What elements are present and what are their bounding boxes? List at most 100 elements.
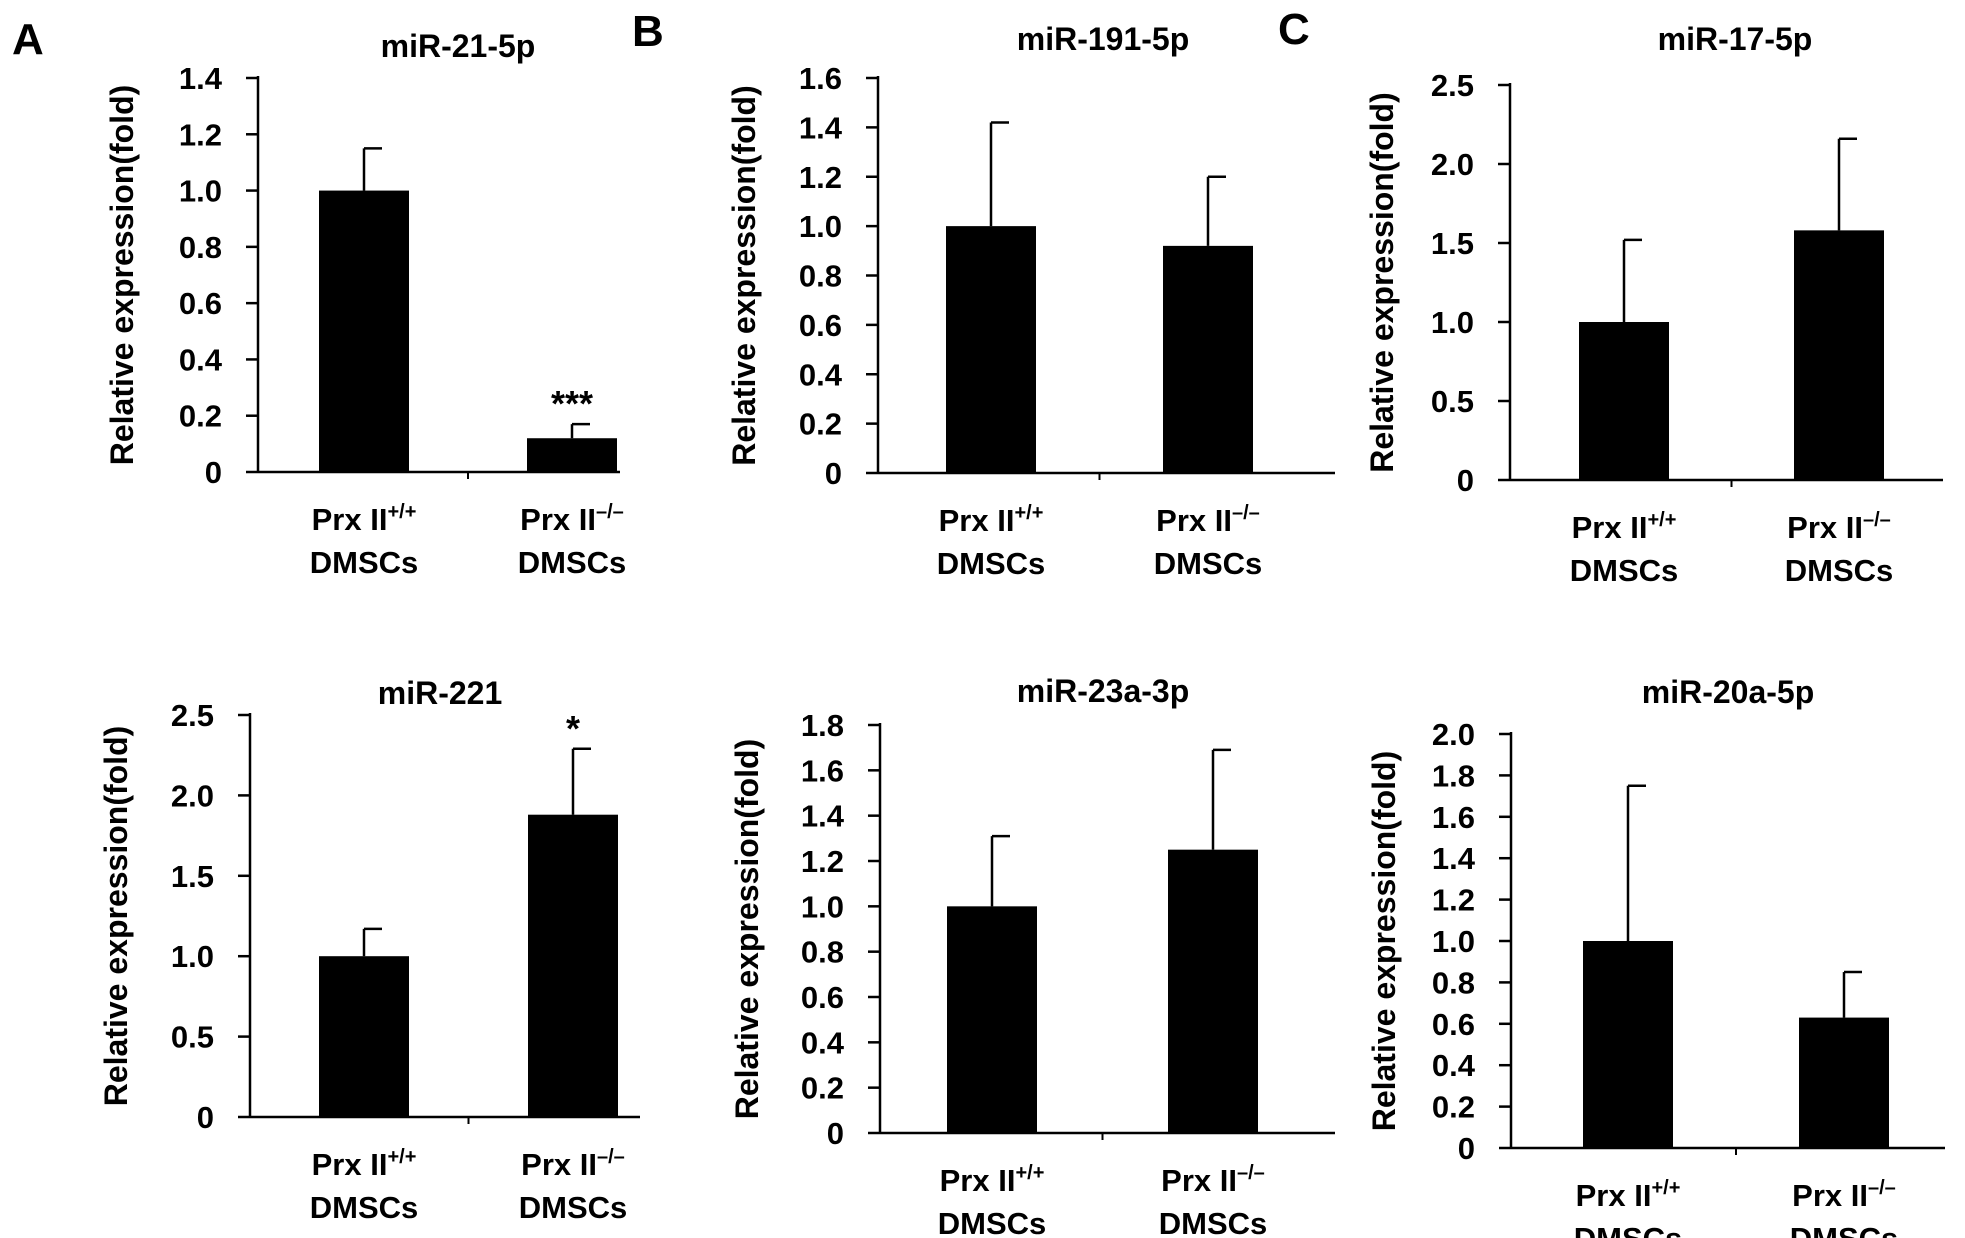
chart-6-category-sublabel-1: DMSCs <box>1574 1221 1683 1238</box>
chart-3-category-sublabel-2: DMSCs <box>1785 553 1894 588</box>
chart-6-y-axis-label: Relative expression(fold) <box>1366 751 1402 1132</box>
chart-1-y-tick-label: 0.4 <box>179 342 223 377</box>
chart-6-y-tick-label: 1.2 <box>1432 883 1475 918</box>
chart-4-category-sublabel-2: DMSCs <box>519 1190 628 1225</box>
chart-1-category-label-2: Prx II–/– <box>520 501 624 537</box>
panel-label-a: A <box>12 15 44 64</box>
chart-4-bar-2 <box>528 814 618 1117</box>
chart-1-title: miR-21-5p <box>381 28 536 64</box>
chart-3-y-tick-label: 1.5 <box>1431 226 1474 261</box>
chart-5-y-tick-label: 0.8 <box>801 935 844 970</box>
chart-5-category-sublabel-2: DMSCs <box>1159 1206 1268 1238</box>
chart-6-title: miR-20a-5p <box>1642 674 1815 710</box>
panel-label-c: C <box>1278 5 1310 54</box>
chart-5-y-axis-label: Relative expression(fold) <box>729 739 765 1120</box>
chart-3-y-tick-label: 2.5 <box>1431 68 1474 103</box>
chart-6-y-tick-label: 1.6 <box>1432 800 1475 835</box>
chart-5-y-tick-label: 0.4 <box>801 1025 845 1060</box>
chart-5-y-tick-label: 1.8 <box>801 708 844 743</box>
chart-5-category-label-2: Prx II–/– <box>1161 1162 1265 1198</box>
chart-6-y-tick-label: 0.6 <box>1432 1007 1475 1042</box>
chart-3-title: miR-17-5p <box>1658 21 1813 57</box>
chart-4-y-tick-label: 1.5 <box>171 859 214 894</box>
chart-2-y-axis-label: Relative expression(fold) <box>726 85 762 466</box>
chart-6-y-tick-label: 0.2 <box>1432 1090 1475 1125</box>
chart-5-y-tick-label: 0 <box>827 1116 844 1151</box>
chart-1-category-label-1: Prx II+/+ <box>312 501 417 537</box>
chart-3-category-label-2: Prx II–/– <box>1787 509 1891 545</box>
chart-6-bar-2 <box>1799 1017 1889 1148</box>
chart-2-y-tick-label: 0.2 <box>799 407 842 442</box>
chart-2-category-label-2: Prx II–/– <box>1156 502 1260 538</box>
chart-5-bar-1 <box>947 906 1037 1133</box>
chart-1-y-axis-label: Relative expression(fold) <box>104 85 140 466</box>
chart-4-y-tick-label: 0.5 <box>171 1020 214 1055</box>
panel-label-b: B <box>632 7 664 56</box>
chart-2-y-tick-label: 0.6 <box>799 308 842 343</box>
chart-1-bar-2 <box>527 438 617 472</box>
chart-4-y-tick-label: 1.0 <box>171 939 214 974</box>
chart-5-y-tick-label: 1.6 <box>801 753 844 788</box>
chart-3-bar-2 <box>1794 230 1884 480</box>
chart-1-y-tick-label: 1.0 <box>179 174 222 209</box>
chart-2-bar-1 <box>946 226 1036 473</box>
chart-6-y-tick-label: 1.0 <box>1432 924 1475 959</box>
chart-1-y-tick-label: 1.4 <box>179 61 223 96</box>
chart-2-bar-2 <box>1163 245 1253 473</box>
chart-3-y-axis-label: Relative expression(fold) <box>1364 92 1400 473</box>
chart-6-y-tick-label: 0.4 <box>1432 1048 1476 1083</box>
chart-4-y-tick-label: 2.5 <box>171 698 214 733</box>
chart-5-title: miR-23a-3p <box>1017 673 1190 709</box>
chart-2-category-sublabel-1: DMSCs <box>937 546 1046 581</box>
chart-3-category-sublabel-1: DMSCs <box>1570 553 1679 588</box>
chart-1-y-tick-label: 1.2 <box>179 117 222 152</box>
chart-5-y-tick-label: 0.2 <box>801 1071 844 1106</box>
chart-4-y-axis-label: Relative expression(fold) <box>98 726 134 1107</box>
chart-2-y-tick-label: 1.6 <box>799 61 842 96</box>
chart-6-category-label-1: Prx II+/+ <box>1576 1177 1681 1213</box>
chart-4-category-sublabel-1: DMSCs <box>310 1190 419 1225</box>
chart-2-y-tick-label: 1.2 <box>799 160 842 195</box>
chart-3-y-tick-label: 0 <box>1457 463 1474 498</box>
chart-5-y-tick-label: 1.2 <box>801 844 844 879</box>
chart-1-y-tick-label: 0 <box>205 455 222 490</box>
chart-1-category-sublabel-2: DMSCs <box>518 545 627 580</box>
chart-2-category-sublabel-2: DMSCs <box>1154 546 1263 581</box>
chart-4-title: miR-221 <box>378 675 503 711</box>
chart-6-y-tick-label: 0 <box>1458 1131 1475 1166</box>
chart-5-y-tick-label: 1.4 <box>801 799 845 834</box>
chart-4-category-label-2: Prx II–/– <box>521 1146 625 1182</box>
chart-2-y-tick-label: 0.8 <box>799 259 842 294</box>
chart-2-category-label-1: Prx II+/+ <box>939 502 1044 538</box>
chart-6-y-tick-label: 2.0 <box>1432 717 1475 752</box>
chart-1-y-tick-label: 0.2 <box>179 399 222 434</box>
chart-4-y-tick-label: 0 <box>197 1100 214 1135</box>
chart-4-bar-1 <box>319 956 409 1117</box>
chart-6-y-tick-label: 1.8 <box>1432 758 1475 793</box>
chart-2-y-tick-label: 0.4 <box>799 357 843 392</box>
chart-4-y-tick-label: 2.0 <box>171 778 214 813</box>
chart-3-y-tick-label: 1.0 <box>1431 305 1474 340</box>
chart-6-bar-1 <box>1583 941 1673 1148</box>
chart-6-category-sublabel-2: DMSCs <box>1790 1221 1899 1238</box>
chart-6-y-tick-label: 0.8 <box>1432 965 1475 1000</box>
chart-2-y-tick-label: 1.4 <box>799 110 843 145</box>
chart-5-bar-2 <box>1168 849 1258 1133</box>
chart-5-category-label-1: Prx II+/+ <box>940 1162 1045 1198</box>
chart-2-title: miR-191-5p <box>1017 21 1190 57</box>
chart-5-y-tick-label: 1.0 <box>801 889 844 924</box>
chart-5-category-sublabel-1: DMSCs <box>938 1206 1047 1238</box>
chart-4-significance-2: * <box>566 708 580 749</box>
chart-2-y-tick-label: 0 <box>825 456 842 491</box>
chart-3-y-tick-label: 2.0 <box>1431 147 1474 182</box>
chart-1-bar-1 <box>319 190 409 473</box>
chart-4-category-label-1: Prx II+/+ <box>312 1146 417 1182</box>
chart-1-y-tick-label: 0.8 <box>179 230 222 265</box>
chart-3-bar-1 <box>1579 322 1669 480</box>
chart-1-category-sublabel-1: DMSCs <box>310 545 419 580</box>
chart-2-y-tick-label: 1.0 <box>799 209 842 244</box>
chart-3-y-tick-label: 0.5 <box>1431 384 1474 419</box>
chart-1-significance-2: *** <box>551 383 593 424</box>
